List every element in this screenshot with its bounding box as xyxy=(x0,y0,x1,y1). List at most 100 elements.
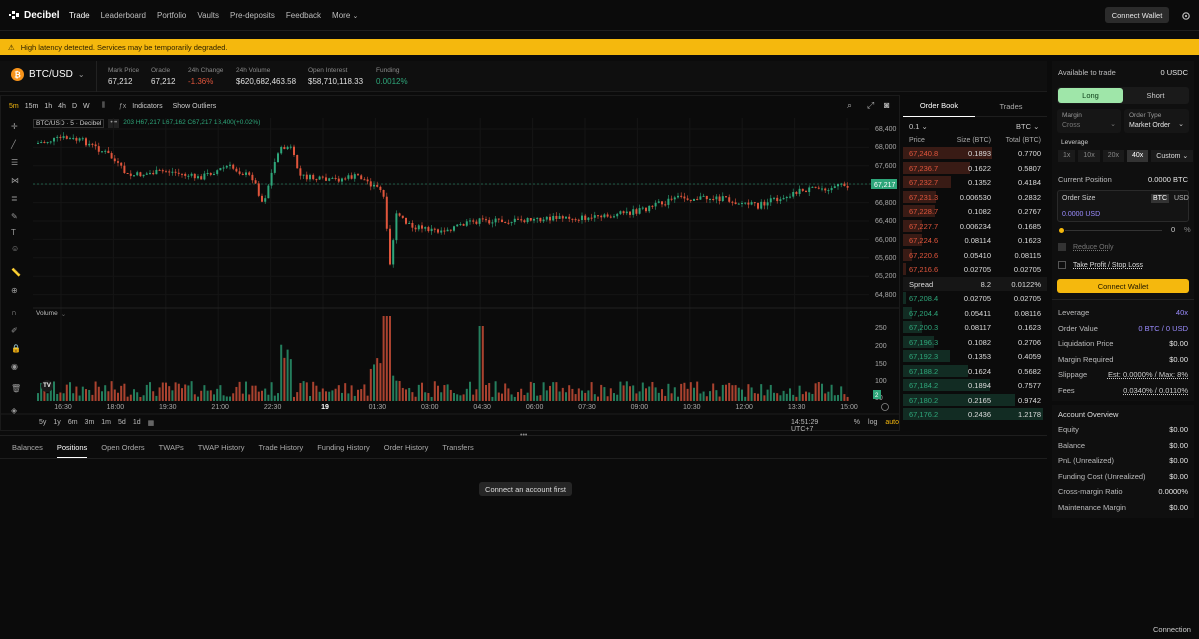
bid-row[interactable]: 67,184.2 0.1894 0.7577 xyxy=(903,378,1047,392)
nav-portfolio[interactable]: Portfolio xyxy=(156,11,187,20)
fullscreen-icon[interactable]: ⤢ xyxy=(867,100,875,110)
unit-usd-toggle[interactable]: USD xyxy=(1174,195,1189,202)
tab-order-book[interactable]: Order Book xyxy=(903,95,975,117)
leverage-20x[interactable]: 20x xyxy=(1102,150,1124,162)
crosshair-icon[interactable]: ✛ xyxy=(11,122,18,131)
ask-row[interactable]: 67,232.7 0.1352 0.4184 xyxy=(903,175,1047,189)
ruler-icon[interactable]: 📏 xyxy=(11,268,21,277)
size-slider[interactable] xyxy=(1059,226,1162,233)
horizontal-lines-icon[interactable]: ☰ xyxy=(11,158,19,167)
tab-positions[interactable]: Positions xyxy=(56,443,88,458)
connect-wallet-button[interactable]: Connect Wallet xyxy=(1105,7,1169,23)
nav-more[interactable]: More ⌄ xyxy=(332,11,358,20)
tab-transfers[interactable]: Transfers xyxy=(442,443,474,452)
indicators-icon[interactable]: ƒx xyxy=(118,102,127,110)
lock-icon[interactable]: 🔒 xyxy=(11,344,21,353)
indicators-button[interactable]: Indicators xyxy=(132,102,163,110)
order-type-select[interactable]: Order Type Market Order ⌄ xyxy=(1124,109,1189,133)
ask-row[interactable]: 67,227.7 0.006234 0.1685 xyxy=(903,219,1047,233)
brush-icon[interactable]: ✎ xyxy=(11,212,18,221)
bid-row[interactable]: 67,200.3 0.08117 0.1623 xyxy=(903,320,1047,334)
tpsl-checkbox[interactable] xyxy=(1058,261,1066,269)
leverage-40x[interactable]: 40x xyxy=(1127,150,1149,162)
interval-1h[interactable]: 1h xyxy=(44,102,53,110)
logo[interactable]: Decibel xyxy=(8,9,60,21)
candle-type-icon[interactable]: ⫼ xyxy=(101,102,105,109)
market-selector[interactable]: ₿ BTC/USD ⌄ xyxy=(11,68,85,81)
tradingview-logo[interactable]: TV xyxy=(41,380,53,392)
eye-icon[interactable]: ◉ xyxy=(11,362,18,371)
unit-select[interactable]: BTC ⌄ xyxy=(1016,122,1039,131)
utc-clock[interactable]: 14:51:29 UTC+7 xyxy=(791,419,819,433)
tab-twaps[interactable]: TWAPs xyxy=(158,443,184,452)
tab-twap-history[interactable]: TWAP History xyxy=(197,443,245,452)
summary-value[interactable]: 0.0340% / 0.0110% xyxy=(1123,386,1188,395)
short-button[interactable]: Short xyxy=(1146,91,1165,100)
bid-row[interactable]: 67,204.4 0.05411 0.08116 xyxy=(903,306,1047,320)
ask-row[interactable]: 67,236.7 0.1622 0.5807 xyxy=(903,161,1047,175)
price-chart[interactable]: 68,400 68,000 67,600 66,800 66,400 66,000 65,6… xyxy=(1,96,899,430)
tab-trade-history[interactable]: Trade History xyxy=(258,443,304,452)
bid-row[interactable]: 67,192.3 0.1353 0.4059 xyxy=(903,349,1047,363)
layers-icon[interactable]: ◈ xyxy=(11,406,18,415)
connect-wallet-order-button[interactable]: Connect Wallet xyxy=(1057,279,1189,293)
bid-row[interactable]: 67,188.2 0.1624 0.5682 xyxy=(903,364,1047,378)
margin-select[interactable]: Margin Cross ⌄ xyxy=(1057,109,1121,133)
fib-icon[interactable]: ≣ xyxy=(11,194,18,203)
resize-handle[interactable]: ••• xyxy=(520,432,528,439)
ask-row[interactable]: 67,224.6 0.08114 0.1623 xyxy=(903,233,1047,247)
camera-icon[interactable]: ◙ xyxy=(884,100,890,110)
reduce-only-checkbox[interactable] xyxy=(1058,243,1066,251)
calendar-icon[interactable]: ▦ xyxy=(147,420,155,427)
long-button[interactable]: Long xyxy=(1058,88,1123,103)
ask-row[interactable]: 67,228.7 0.1082 0.2767 xyxy=(903,204,1047,218)
gear-icon[interactable] xyxy=(1181,11,1191,21)
lock-drawing-icon[interactable]: ✐ xyxy=(11,326,18,335)
ask-row[interactable]: 67,220.6 0.05410 0.08115 xyxy=(903,248,1047,262)
range-1m[interactable]: 1m xyxy=(101,419,112,426)
bid-row[interactable]: 67,208.4 0.02705 0.02705 xyxy=(903,291,1047,305)
nav-leaderboard[interactable]: Leaderboard xyxy=(100,11,146,20)
range-6m[interactable]: 6m xyxy=(67,419,78,426)
emoji-icon[interactable]: ☺ xyxy=(11,244,20,253)
trash-icon[interactable]: 🗑 xyxy=(11,384,22,393)
pattern-icon[interactable]: ⋈ xyxy=(11,176,19,185)
interval-4h[interactable]: 4h xyxy=(58,102,66,110)
magnet-icon[interactable]: ∩ xyxy=(11,308,17,317)
range-5d[interactable]: 5d xyxy=(118,419,126,426)
ask-row[interactable]: 67,231.3 0.006530 0.2832 xyxy=(903,190,1047,204)
leverage-1x[interactable]: 1x xyxy=(1058,150,1076,162)
interval-d[interactable]: D xyxy=(71,102,78,110)
ask-row[interactable]: 67,216.6 0.02705 0.02705 xyxy=(903,262,1047,276)
summary-value[interactable]: Est: 0.0000% / Max: 8% xyxy=(1107,370,1188,379)
slider-value[interactable]: 0 xyxy=(1171,225,1176,234)
zoom-icon[interactable]: ⌕ xyxy=(847,100,853,110)
interval-5m[interactable]: 5m xyxy=(9,102,19,110)
tab-trades[interactable]: Trades xyxy=(999,101,1023,111)
unit-btc-toggle[interactable]: BTC xyxy=(1151,194,1169,203)
leverage-custom[interactable]: Custom ⌄ xyxy=(1151,150,1194,162)
text-tool-icon[interactable]: T xyxy=(11,228,16,237)
order-size-input[interactable]: Order Size BTC USD 0.0000 USD xyxy=(1057,190,1189,222)
range-1y[interactable]: 1y xyxy=(53,419,61,426)
range-5y[interactable]: 5y xyxy=(39,419,47,426)
auto-scale-toggle[interactable]: auto xyxy=(885,419,899,426)
nav-pre-deposits[interactable]: Pre-deposits xyxy=(229,11,275,20)
nav-vaults[interactable]: Vaults xyxy=(197,11,219,20)
tick-size-select[interactable]: 0.1 ⌄ xyxy=(909,122,928,131)
slider-handle[interactable] xyxy=(1059,228,1064,233)
show-outliers-button[interactable]: Show Outliers xyxy=(172,102,217,110)
ask-row[interactable]: 67,240.8 0.1893 0.7700 xyxy=(903,146,1047,160)
interval-w[interactable]: W xyxy=(83,102,90,110)
interval-15m[interactable]: 15m xyxy=(24,102,39,110)
trendline-icon[interactable]: ╱ xyxy=(11,140,16,149)
bid-row[interactable]: 67,196.3 0.1082 0.2706 xyxy=(903,335,1047,349)
bid-row[interactable]: 67,180.2 0.2165 0.9742 xyxy=(903,393,1047,407)
nav-feedback[interactable]: Feedback xyxy=(285,11,322,20)
tab-open-orders[interactable]: Open Orders xyxy=(101,443,145,452)
range-1d[interactable]: 1d xyxy=(132,419,141,426)
tab-order-history[interactable]: Order History xyxy=(383,443,429,452)
log-scale-toggle[interactable]: log xyxy=(868,419,878,426)
zoom-in-icon[interactable]: ⊕ xyxy=(11,286,18,295)
tab-balances[interactable]: Balances xyxy=(12,443,43,452)
